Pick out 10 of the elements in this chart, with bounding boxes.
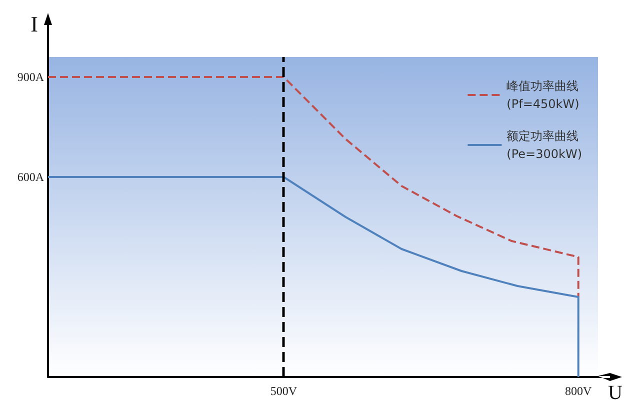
y-axis-title: I xyxy=(30,12,38,36)
y-tick-label: 600A xyxy=(17,170,44,184)
legend-label: 峰值功率曲线 (Pf=450kW) xyxy=(506,79,580,111)
line-series xyxy=(47,176,580,378)
y-tick-label: 900A xyxy=(17,70,44,84)
x-axis-title: U xyxy=(608,382,623,403)
x-tick-label: 500V xyxy=(270,384,298,398)
line-series xyxy=(47,76,580,298)
x-tick-label: 800V xyxy=(565,384,592,398)
legend-label: 额定功率曲线 (Pe=300kW) xyxy=(506,129,582,161)
